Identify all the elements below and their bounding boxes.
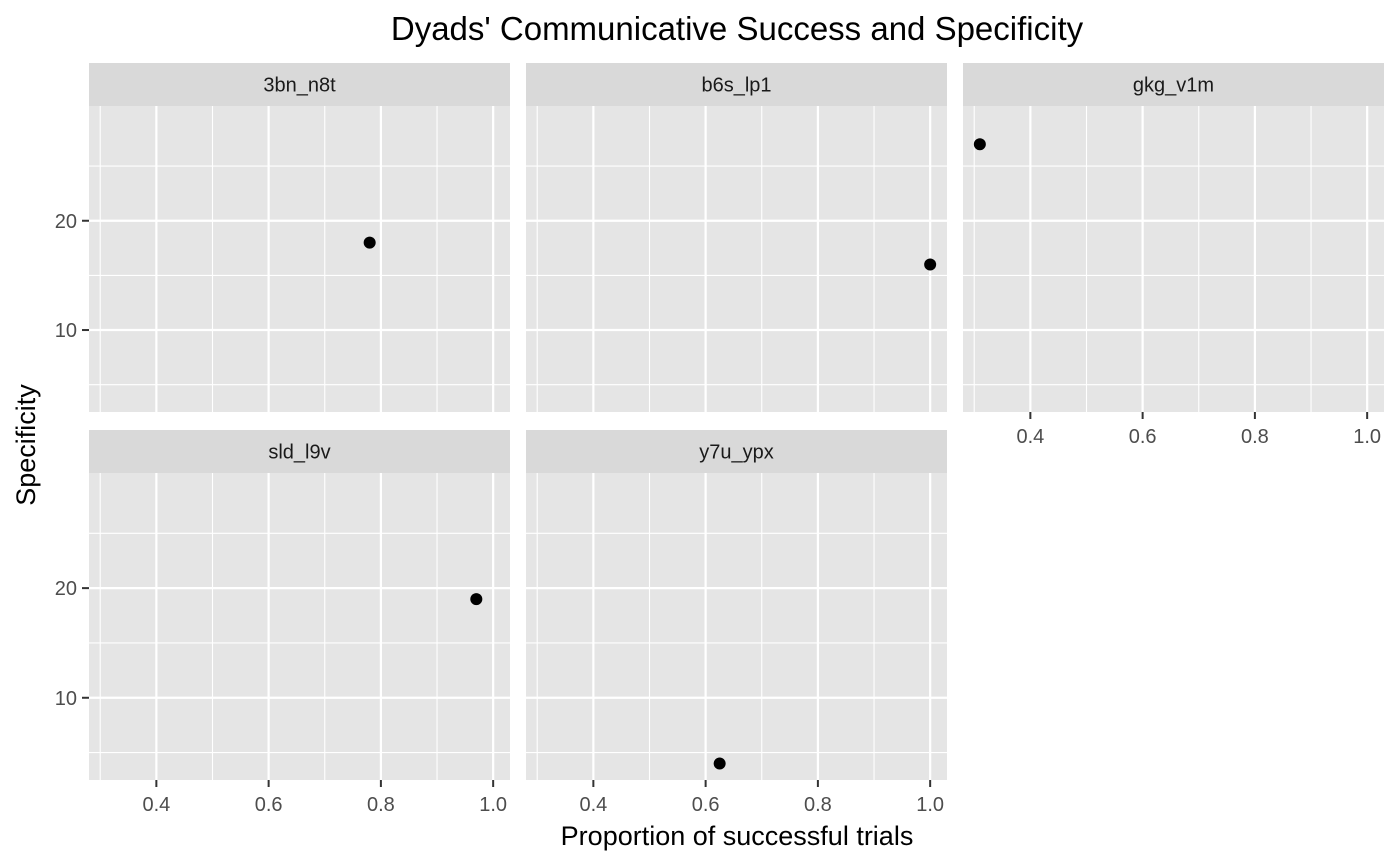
data-point: [470, 593, 483, 606]
y-tick-label: 20: [55, 211, 77, 233]
x-tick-label: 0.8: [367, 794, 395, 816]
data-point: [713, 757, 726, 770]
facet-gkg_v1m: gkg_v1m 0.4 0.6 0.8 1.0: [963, 63, 1384, 448]
x-tick-label: 0.8: [804, 794, 832, 816]
facet-3bn_n8t: 3bn_n8t 10 20: [55, 63, 510, 412]
facet-sld_l9v: sld_l9v 10 20 0.4 0.6 0.8 1.0: [55, 430, 510, 816]
x-tick-label: 0.4: [1016, 426, 1044, 448]
facet-strip-label: 3bn_n8t: [263, 75, 336, 97]
chart-title: Dyads' Communicative Success and Specifi…: [391, 10, 1084, 47]
panel-background: [963, 106, 1384, 412]
panel-background: [526, 473, 947, 780]
x-tick-label: 0.4: [142, 794, 170, 816]
x-tick-label: 0.6: [692, 794, 720, 816]
facet-y7u_ypx: y7u_ypx 0.4 0.6 0.8 1.0: [526, 430, 947, 816]
y-tick-label: 20: [55, 578, 77, 600]
facet-strip-label: y7u_ypx: [699, 442, 774, 464]
facet-strip: [963, 63, 1384, 106]
panel-background: [526, 106, 947, 412]
facet-strip-label: sld_l9v: [268, 442, 330, 464]
facet-strip: [526, 430, 947, 473]
facet-strip: [89, 63, 510, 106]
x-tick-label: 0.4: [579, 794, 607, 816]
y-axis-title: Specificity: [11, 384, 41, 506]
facet-strip-label: b6s_lp1: [701, 75, 771, 97]
x-tick-label: 0.6: [1129, 426, 1157, 448]
data-point: [973, 138, 986, 151]
data-point: [924, 258, 937, 271]
facet-strip: [526, 63, 947, 106]
x-tick-label: 1.0: [916, 794, 944, 816]
x-tick-label: 1.0: [479, 794, 507, 816]
panel-background: [89, 473, 510, 780]
y-tick-label: 10: [55, 688, 77, 710]
x-tick-label: 0.6: [255, 794, 283, 816]
facet-b6s_lp1: b6s_lp1: [526, 63, 947, 412]
panel-background: [89, 106, 510, 412]
x-tick-label: 1.0: [1353, 426, 1381, 448]
facet-strip-label: gkg_v1m: [1133, 75, 1214, 97]
facet-strip: [89, 430, 510, 473]
data-point: [363, 236, 376, 249]
x-tick-label: 0.8: [1241, 426, 1269, 448]
y-tick-label: 10: [55, 320, 77, 342]
x-axis-title: Proportion of successful trials: [561, 821, 914, 851]
